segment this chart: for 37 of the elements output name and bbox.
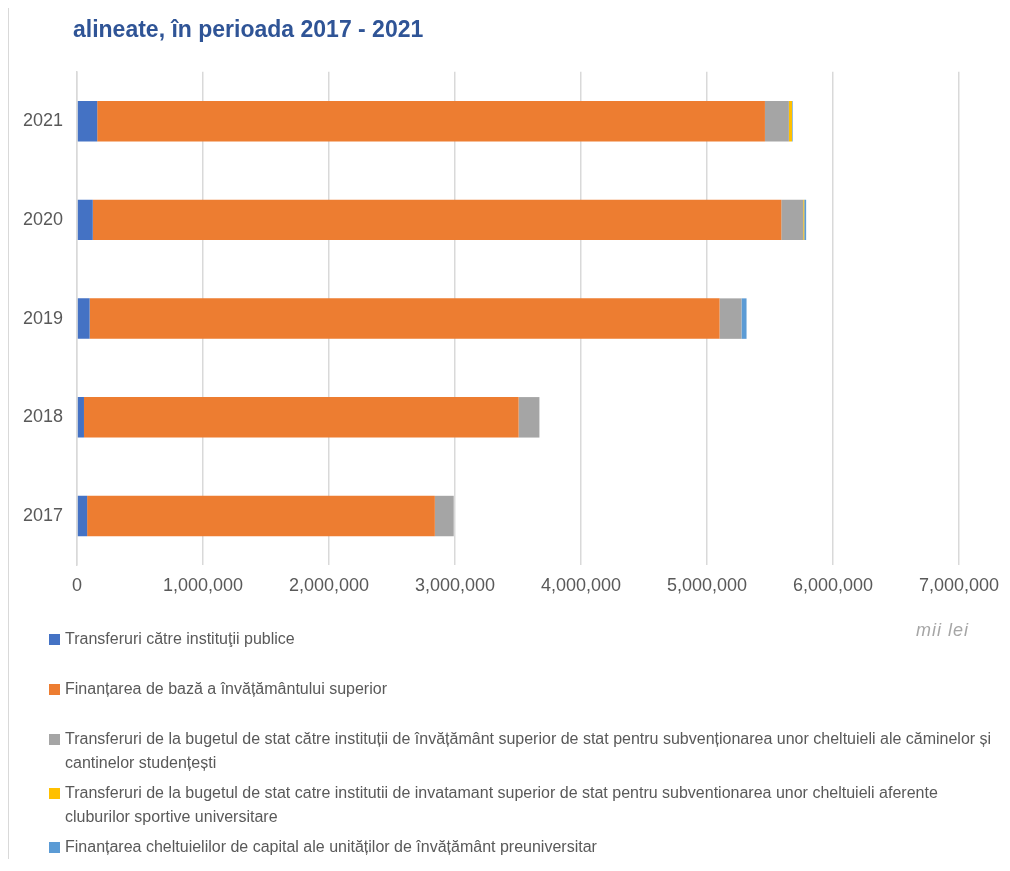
legend-label: Transferuri către instituţii publice: [65, 629, 295, 649]
legend-label: Finanțarea de bază a învățământului superior: [65, 679, 387, 699]
bar: [741, 298, 747, 339]
text: mii lei: [915, 620, 969, 641]
legend-label: Transferuri de la bugetul de stat catre institutii de invatamant superior de stat pentru subventionarea unor cheltuieli aferente cluburilor sportive universitare: [65, 783, 939, 827]
bar: [83, 397, 519, 438]
x-tick-label: 4,000,000: [540, 575, 622, 596]
bar: [89, 298, 720, 339]
bar: [77, 495, 88, 537]
bar: [77, 298, 90, 339]
y-tick-label: 2020: [23, 208, 64, 229]
bar: [719, 298, 742, 339]
bar: [781, 199, 804, 241]
x-tick-label: 3,000,000: [414, 575, 496, 596]
bar: [518, 397, 540, 438]
bar: [97, 100, 765, 142]
y-tick-label: 2018: [23, 406, 64, 427]
y-tick-label: 2017: [23, 505, 64, 526]
x-tick-label: 2,000,000: [288, 575, 370, 596]
bar: [92, 199, 782, 241]
legend-label: Transferuri de la bugetul de stat către instituții de învățământ superior de stat pentru subvenționarea unor cheltuieli ale căminelor și cantinelor studențești: [65, 729, 993, 773]
bar: [764, 100, 789, 142]
y-tick-label: 2021: [23, 110, 64, 131]
y-tick-label: 2019: [23, 307, 64, 328]
bar: [87, 495, 435, 537]
bar: [788, 100, 793, 142]
bar: [434, 495, 454, 537]
legend-label: Finanțarea cheltuielilor de capital ale unităților de învățământ preuniversitar: [65, 837, 597, 857]
x-tick-label: 0: [72, 575, 83, 596]
x-tick-label: 7,000,000: [918, 575, 999, 596]
bar: [77, 100, 98, 142]
x-tick-label: 1,000,000: [162, 575, 244, 596]
x-tick-label: 5,000,000: [666, 575, 748, 596]
x-tick-label: 6,000,000: [792, 575, 874, 596]
bar: [77, 199, 93, 241]
chart-title: alineate, în perioada 2017 - 2021: [72, 15, 425, 44]
bar: [77, 397, 84, 438]
